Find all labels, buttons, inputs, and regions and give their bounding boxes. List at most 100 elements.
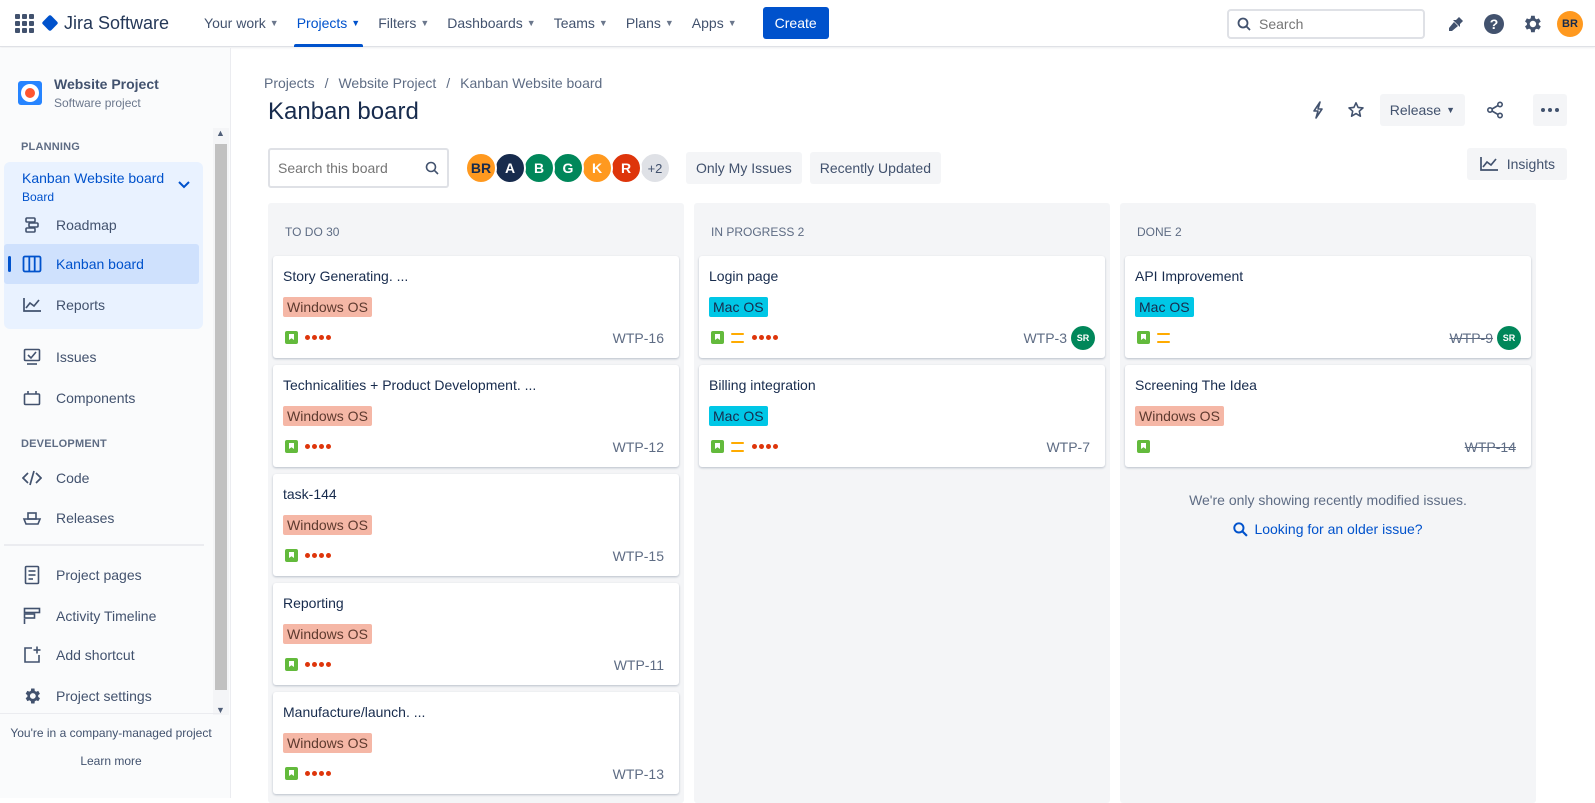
issue-card[interactable]: Manufacture/launch. ... Windows OS WTP-13 bbox=[273, 692, 679, 794]
priority-highest-icon bbox=[752, 444, 780, 449]
nav-filters[interactable]: Filters ▼ bbox=[369, 0, 438, 47]
share-icon[interactable] bbox=[1479, 94, 1511, 126]
assignee-avatar[interactable]: K bbox=[581, 152, 613, 184]
global-search-input[interactable] bbox=[1259, 15, 1409, 32]
nav-teams[interactable]: Teams ▼ bbox=[545, 0, 617, 47]
chevron-down-icon[interactable] bbox=[178, 178, 190, 192]
notifications-icon[interactable] bbox=[1441, 9, 1471, 39]
assignee-avatar[interactable]: B bbox=[523, 152, 555, 184]
breadcrumb-projects[interactable]: Projects bbox=[264, 75, 315, 91]
project-header[interactable]: Website Project Software project bbox=[18, 76, 159, 110]
insights-button[interactable]: Insights bbox=[1466, 148, 1567, 180]
learn-more-link[interactable]: Learn more bbox=[80, 754, 142, 768]
issue-label[interactable]: Windows OS bbox=[1135, 406, 1224, 426]
jira-logo[interactable]: Jira Software bbox=[41, 12, 170, 34]
issue-label[interactable]: Mac OS bbox=[1135, 297, 1194, 317]
board-search[interactable] bbox=[268, 148, 449, 188]
recently-updated-filter[interactable]: Recently Updated bbox=[809, 152, 941, 184]
issue-summary: Screening The Idea bbox=[1135, 377, 1257, 393]
board-selector[interactable]: Kanban Website board Board bbox=[22, 170, 164, 204]
issue-meta bbox=[285, 331, 333, 344]
star-icon[interactable] bbox=[1340, 94, 1372, 126]
nav-your-work[interactable]: Your work ▼ bbox=[195, 0, 288, 47]
issue-card[interactable]: Screening The Idea Windows OS WTP-14 bbox=[1125, 365, 1531, 467]
issue-card[interactable]: Story Generating. ... Windows OS WTP-16 bbox=[273, 256, 679, 358]
issue-key[interactable]: WTP-14 bbox=[1464, 439, 1516, 455]
global-search[interactable] bbox=[1227, 8, 1425, 39]
issue-label[interactable]: Windows OS bbox=[283, 624, 372, 644]
issue-key[interactable]: WTP-15 bbox=[612, 548, 664, 564]
sidebar-item-project-pages[interactable]: Project pages bbox=[4, 555, 199, 595]
sidebar-item-components[interactable]: Components bbox=[4, 378, 199, 418]
issue-key[interactable]: WTP-7 bbox=[1046, 439, 1090, 455]
sidebar-item-label: Project pages bbox=[56, 567, 142, 583]
releases-icon bbox=[22, 508, 42, 528]
issue-key[interactable]: WTP-9 bbox=[1449, 330, 1493, 346]
issue-key[interactable]: WTP-11 bbox=[613, 657, 664, 673]
sidebar-item-reports[interactable]: Reports bbox=[4, 285, 199, 325]
nav-projects[interactable]: Projects ▼ bbox=[288, 0, 370, 47]
assignee-avatar[interactable]: G bbox=[552, 152, 584, 184]
nav-label: Filters bbox=[378, 15, 417, 31]
sidebar-scrollbar[interactable]: ▲ ▼ bbox=[213, 128, 229, 715]
nav-plans[interactable]: Plans ▼ bbox=[617, 0, 683, 47]
app-switcher-icon[interactable] bbox=[13, 12, 35, 34]
sidebar-item-releases[interactable]: Releases bbox=[4, 498, 199, 538]
sidebar-item-issues[interactable]: Issues bbox=[4, 337, 199, 377]
assignee-avatar[interactable]: BR bbox=[465, 152, 497, 184]
issue-card[interactable]: Technicalities + Product Development. ..… bbox=[273, 365, 679, 467]
issue-card[interactable]: Billing integration Mac OS WTP-7 bbox=[699, 365, 1105, 467]
sidebar-item-project-settings[interactable]: Project settings bbox=[4, 676, 199, 716]
company-managed-text: You're in a company-managed project bbox=[10, 726, 212, 740]
scrollbar-thumb[interactable] bbox=[215, 144, 227, 690]
sidebar-item-kanban-board[interactable]: Kanban board bbox=[4, 244, 199, 284]
issue-key[interactable]: WTP-16 bbox=[612, 330, 664, 346]
issue-label[interactable]: Mac OS bbox=[709, 406, 768, 426]
priority-highest-icon bbox=[752, 335, 780, 340]
automation-icon[interactable] bbox=[1302, 94, 1334, 126]
user-avatar[interactable]: BR bbox=[1557, 10, 1583, 37]
scroll-down-icon[interactable]: ▼ bbox=[216, 705, 225, 715]
release-button[interactable]: Release ▼ bbox=[1379, 94, 1465, 126]
more-assignees-avatar[interactable]: +2 bbox=[639, 152, 671, 184]
issue-label[interactable]: Windows OS bbox=[283, 515, 372, 535]
issue-meta bbox=[285, 767, 333, 780]
sidebar-item-code[interactable]: Code bbox=[4, 458, 199, 498]
product-name: Jira Software bbox=[64, 12, 170, 33]
breadcrumb-board[interactable]: Kanban Website board bbox=[460, 75, 603, 91]
priority-highest-icon bbox=[305, 553, 333, 558]
only-my-issues-filter[interactable]: Only My Issues bbox=[686, 152, 802, 184]
scroll-up-icon[interactable]: ▲ bbox=[216, 128, 225, 138]
issue-label[interactable]: Windows OS bbox=[283, 733, 372, 753]
breadcrumb-project[interactable]: Website Project bbox=[338, 75, 437, 91]
more-actions-icon[interactable] bbox=[1533, 94, 1567, 126]
create-button[interactable]: Create bbox=[762, 7, 829, 39]
issue-label[interactable]: Windows OS bbox=[283, 406, 372, 426]
recent-issues-note: We're only showing recently modified iss… bbox=[1189, 492, 1467, 508]
issue-label[interactable]: Mac OS bbox=[709, 297, 768, 317]
issue-summary: Technicalities + Product Development. ..… bbox=[283, 377, 537, 393]
issue-card[interactable]: API Improvement Mac OS WTP-9 SR bbox=[1125, 256, 1531, 358]
assignee-avatar[interactable]: SR bbox=[1497, 326, 1521, 350]
help-icon[interactable]: ? bbox=[1479, 9, 1509, 39]
sidebar-item-roadmap[interactable]: Roadmap bbox=[4, 205, 199, 245]
issue-key[interactable]: WTP-3 bbox=[1023, 330, 1067, 346]
issue-label[interactable]: Windows OS bbox=[283, 297, 372, 317]
issue-card[interactable]: Reporting Windows OS WTP-11 bbox=[273, 583, 679, 685]
board-search-input[interactable] bbox=[278, 160, 418, 176]
sidebar-item-label: Releases bbox=[56, 510, 115, 526]
settings-gear-icon[interactable] bbox=[1517, 9, 1547, 39]
nav-apps[interactable]: Apps ▼ bbox=[683, 0, 746, 47]
nav-label: Apps bbox=[691, 15, 724, 31]
issue-card[interactable]: Login page Mac OS WTP-3 SR bbox=[699, 256, 1105, 358]
assignee-avatar[interactable]: A bbox=[494, 152, 526, 184]
assignee-avatar[interactable]: SR bbox=[1071, 326, 1095, 350]
issue-key[interactable]: WTP-13 bbox=[612, 766, 664, 782]
older-issue-link[interactable]: Looking for an older issue? bbox=[1120, 521, 1536, 537]
nav-dashboards[interactable]: Dashboards ▼ bbox=[438, 0, 544, 47]
sidebar-item-add-shortcut[interactable]: Add shortcut bbox=[4, 635, 199, 675]
assignee-avatar[interactable]: R bbox=[610, 152, 642, 184]
sidebar-item-activity-timeline[interactable]: Activity Timeline bbox=[4, 596, 199, 636]
issue-card[interactable]: task-144 Windows OS WTP-15 bbox=[273, 474, 679, 576]
issue-key[interactable]: WTP-12 bbox=[612, 439, 664, 455]
